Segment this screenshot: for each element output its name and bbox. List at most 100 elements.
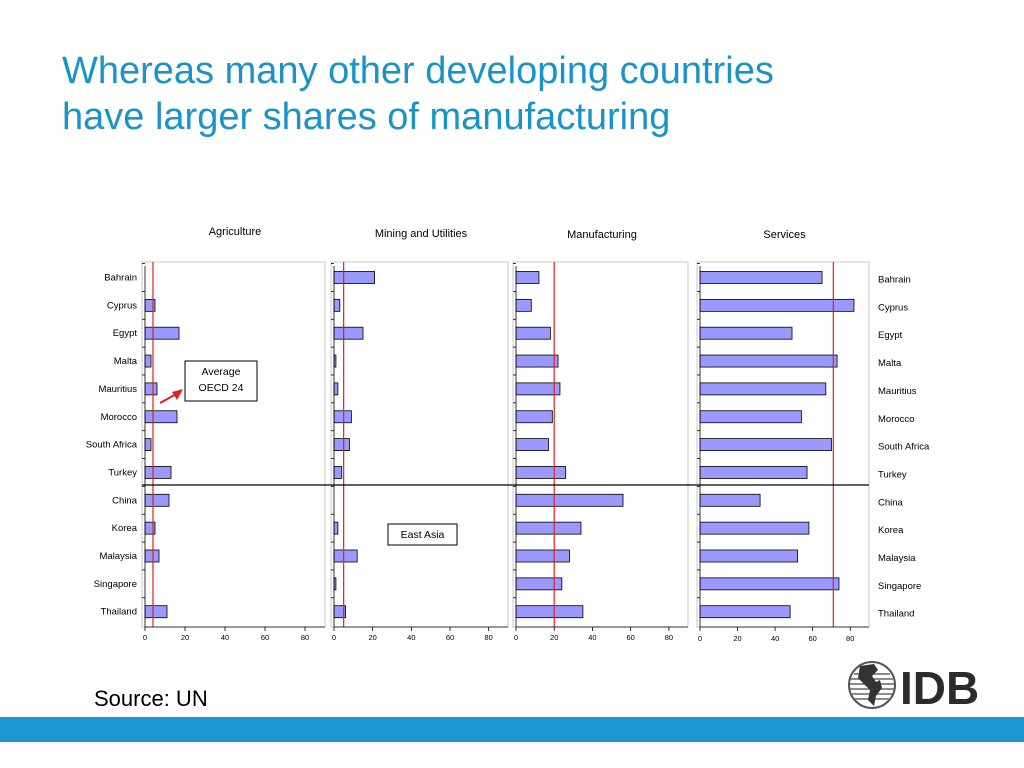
annotation-box (184, 360, 258, 402)
footer-bar (0, 717, 1024, 742)
x-tick-label: 0 (143, 633, 147, 642)
category-label-thailand: Thailand (101, 607, 137, 618)
oecd-average-annotation: Average OECD 24 (159, 360, 258, 404)
category-label-malta: Malta (878, 358, 902, 369)
annotation-line-1: Average (202, 366, 241, 378)
bar-china (144, 493, 170, 507)
x-tick-label: 40 (221, 633, 229, 642)
title-line-2: have larger shares of manufacturing (62, 96, 671, 138)
x-tick-label: 20 (550, 633, 558, 642)
bar-egypt (515, 326, 551, 340)
category-label-cyprus: Cyprus (107, 300, 137, 311)
category-label-bahrain: Bahrain (878, 275, 911, 286)
bar-china (515, 493, 624, 507)
chart-title: Mining and Utilities (375, 228, 468, 240)
bar-egypt (699, 326, 793, 340)
x-tick-label: 20 (733, 634, 741, 643)
slide-title: Whereas many other developing countries … (62, 48, 962, 140)
chart-title: Manufacturing (567, 229, 637, 241)
east-asia-label: East Asia (401, 529, 445, 541)
bar-south-africa (144, 438, 152, 452)
category-label-malta: Malta (114, 356, 138, 367)
x-tick-label: 0 (332, 633, 336, 642)
x-tick-label: 40 (771, 634, 779, 643)
bar-singapore (515, 577, 563, 591)
bar-bahrain (333, 271, 375, 284)
bar-malta (515, 354, 559, 368)
bar-bahrain (515, 271, 540, 284)
bar-malta (699, 354, 838, 368)
annotation-line-2: OECD 24 (199, 382, 244, 394)
bar-morocco (699, 410, 802, 424)
x-tick-label: 80 (484, 633, 492, 642)
bar-thailand (699, 605, 791, 619)
category-label-korea: Korea (878, 525, 904, 536)
bar-malaysia (333, 549, 358, 563)
bar-morocco (333, 410, 352, 424)
plot-frame (330, 261, 509, 628)
category-label-south-africa: South Africa (86, 440, 138, 451)
bar-south-africa (515, 438, 549, 452)
x-tick-label: 40 (407, 633, 415, 642)
x-tick-label: 60 (261, 633, 269, 642)
category-label-malaysia: Malaysia (100, 551, 138, 562)
chart-title: Agriculture (209, 226, 262, 238)
bar-mauritius (333, 382, 339, 396)
chart-services: Services 0 20 40 60 80 Bahrain Cyprus Egypt Malta… (696, 229, 930, 643)
chart-mining-and-utilities: Mining and Utilities 0 20 40 60 80 (330, 228, 509, 642)
chart-title: Services (763, 229, 806, 241)
category-label-china: China (112, 495, 138, 506)
bar-mauritius (515, 382, 561, 396)
bar-south-africa (699, 438, 832, 452)
bar-cyprus (699, 298, 855, 312)
bar-cyprus (333, 298, 341, 312)
x-tick-label: 60 (626, 633, 634, 642)
category-label-cyprus: Cyprus (878, 302, 908, 313)
category-label-mauritius: Mauritius (98, 384, 137, 395)
x-tick-label: 80 (846, 634, 854, 643)
annotation-arrow-head (172, 389, 183, 400)
chart-agriculture: Agriculture 0 20 40 60 80 Bahrain Cyprus Egypt Ma… (86, 226, 326, 642)
category-label-egypt: Egypt (113, 328, 138, 339)
bar-malaysia (515, 549, 570, 563)
category-label-thailand: Thailand (878, 609, 914, 620)
idb-wordmark: IDB (900, 662, 979, 714)
bar-thailand (144, 605, 168, 619)
bar-turkey (515, 466, 567, 479)
x-tick-label: 20 (181, 633, 189, 642)
x-tick-label: 60 (446, 633, 454, 642)
category-label-malaysia: Malaysia (878, 553, 916, 564)
bar-malaysia (699, 549, 799, 563)
category-label-korea: Korea (112, 523, 138, 534)
bar-cyprus (515, 298, 532, 312)
category-label-morocco: Morocco (101, 412, 137, 423)
category-label-bahrain: Bahrain (104, 273, 137, 284)
bar-egypt (144, 326, 180, 340)
x-tick-label: 0 (698, 634, 702, 643)
x-tick-label: 40 (588, 633, 596, 642)
bar-turkey (144, 466, 172, 479)
category-label-turkey: Turkey (108, 467, 137, 478)
bar-mauritius (699, 382, 827, 396)
bar-south-africa (333, 438, 350, 452)
globe-icon (848, 661, 896, 709)
bar-mauritius (144, 382, 158, 396)
category-label-morocco: Morocco (878, 414, 914, 425)
category-label-mauritius: Mauritius (878, 386, 917, 397)
bar-malta (144, 354, 152, 368)
source-note: Source: UN (94, 686, 208, 711)
east-asia-annotation: East Asia (387, 523, 458, 546)
bar-turkey (699, 466, 808, 479)
bar-korea (699, 521, 810, 535)
bar-thailand (515, 605, 584, 619)
category-label-egypt: Egypt (878, 330, 903, 341)
category-label-china: China (878, 497, 904, 508)
bar-turkey (333, 466, 343, 479)
bar-morocco (144, 410, 178, 424)
x-tick-label: 80 (665, 633, 673, 642)
east-asia-box (387, 523, 458, 546)
bar-bahrain (699, 271, 823, 284)
x-tick-label: 20 (368, 633, 376, 642)
title-line-1: Whereas many other developing countries (62, 50, 774, 92)
